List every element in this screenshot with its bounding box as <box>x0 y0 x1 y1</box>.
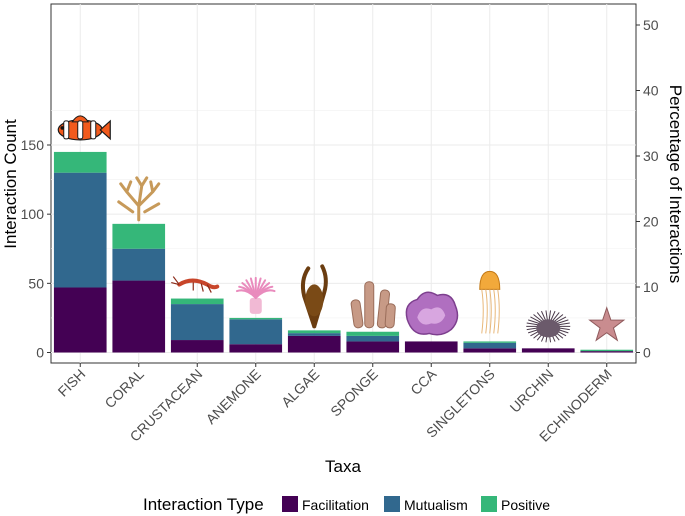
x-axis-title: Taxa <box>325 457 361 476</box>
x-tick-label: ALGAE <box>278 366 322 410</box>
y2-tick-label: 50 <box>643 17 659 33</box>
x-tick-label: ANEMONE <box>202 366 263 427</box>
bar-coral-facilitation <box>112 280 166 353</box>
urchin-icon <box>526 310 571 343</box>
bar-fish-mutualism <box>53 172 107 288</box>
legend-swatch-positive <box>481 496 497 512</box>
bar-fish-facilitation <box>53 287 107 353</box>
bar-singletons-mutualism <box>463 342 517 349</box>
sea-star-icon <box>588 306 626 342</box>
y-tick-label: 0 <box>36 345 44 361</box>
bar-cca-facilitation <box>404 341 458 353</box>
bar-algae-mutualism <box>287 333 341 336</box>
bar-singletons-positive <box>463 341 517 343</box>
y2-axis-title: Percentage of Interactions <box>666 85 685 283</box>
bar-anemone-facilitation <box>229 344 283 353</box>
x-tick-label: FISH <box>55 366 89 400</box>
bar-anemone-positive <box>229 317 283 320</box>
x-tick-label: URCHIN <box>507 366 557 416</box>
sponge-icon <box>350 281 396 329</box>
legend-title: Interaction Type <box>143 495 264 514</box>
cca-icon <box>405 291 459 336</box>
legend: Interaction Type Facilitation Mutualism Po… <box>143 495 550 514</box>
bar-crustacean-facilitation <box>170 340 224 353</box>
bar-coral-mutualism <box>112 248 166 281</box>
y2-tick-label: 30 <box>643 148 659 164</box>
legend-label-positive: Positive <box>501 497 550 513</box>
bar-sponge-facilitation <box>346 341 400 353</box>
y-tick-label: 150 <box>21 137 45 153</box>
bars <box>53 151 634 353</box>
x-tick-label: CCA <box>407 365 440 398</box>
y2-tick-label: 40 <box>643 83 659 99</box>
y-tick-label: 50 <box>28 275 44 291</box>
y2-tick-label: 10 <box>643 279 659 295</box>
x-tick-label: SPONGE <box>327 366 381 420</box>
jellyfish-icon <box>479 270 501 334</box>
anemone-icon <box>235 276 276 314</box>
bar-sponge-positive <box>346 331 400 336</box>
y2-tick-label: 0 <box>643 345 651 361</box>
bar-coral-positive <box>112 223 166 249</box>
bar-crustacean-positive <box>170 298 224 305</box>
y-tick-label: 100 <box>21 206 45 222</box>
bar-fish-positive <box>53 151 107 173</box>
legend-swatch-facilitation <box>282 496 298 512</box>
bar-anemone-mutualism <box>229 319 283 345</box>
bar-algae-positive <box>287 330 341 334</box>
bar-crustacean-mutualism <box>170 304 224 341</box>
shrimp-icon <box>171 276 220 293</box>
y2-tick-label: 20 <box>643 214 659 230</box>
bar-singletons-facilitation <box>463 348 517 353</box>
legend-swatch-mutualism <box>384 496 400 512</box>
x-tick-label: CORAL <box>101 366 147 412</box>
coral-icon <box>117 176 161 222</box>
algae-icon <box>300 264 328 329</box>
bar-sponge-mutualism <box>346 335 400 342</box>
bar-echinoderm-facilitation <box>580 351 634 353</box>
y-axis-title: Interaction Count <box>1 119 20 249</box>
bar-algae-facilitation <box>287 335 341 353</box>
legend-label-facilitation: Facilitation <box>302 497 369 513</box>
legend-label-mutualism: Mutualism <box>404 497 468 513</box>
clownfish-icon <box>57 115 111 141</box>
taxa-icons <box>57 115 626 343</box>
bar-urchin-facilitation <box>521 348 575 353</box>
bar-echinoderm-positive <box>580 349 634 352</box>
